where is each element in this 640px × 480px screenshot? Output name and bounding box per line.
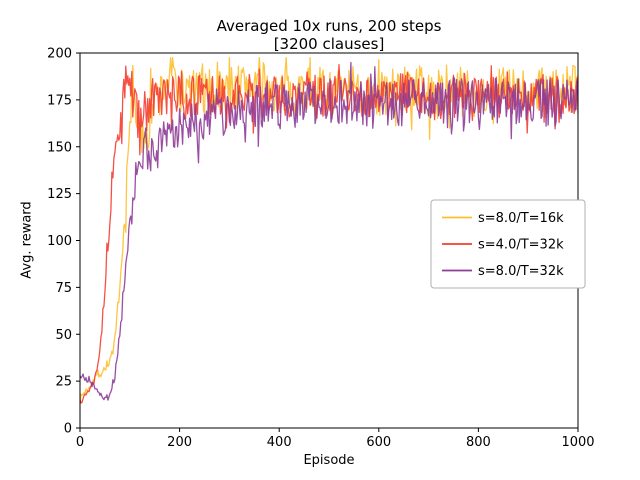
x-tick-label: 800 [466, 435, 491, 450]
y-tick-label: 75 [55, 281, 72, 296]
y-axis-label: Avg. reward [19, 201, 35, 279]
y-tick-label: 200 [47, 47, 72, 62]
x-tick-label: 600 [366, 435, 391, 450]
y-tick-label: 100 [47, 234, 72, 249]
x-tick-label: 200 [167, 435, 192, 450]
legend-box [430, 199, 586, 289]
y-tick-label: 0 [64, 422, 72, 437]
series-line-2 [80, 61, 578, 401]
x-axis-label: Episode [303, 453, 355, 468]
chart-title-line2: [3200 clauses] [273, 35, 385, 53]
y-tick-label: 175 [47, 93, 72, 108]
chart-title: Averaged 10x runs, 200 steps [3200 claus… [80, 17, 578, 53]
legend-label-0: s=8.0/T=16k [478, 211, 564, 226]
legend-label-1: s=4.0/T=32k [478, 238, 564, 253]
y-tick-label: 125 [47, 187, 72, 202]
legend-label-2: s=8.0/T=32k [478, 264, 564, 279]
legend: s=8.0/T=16k s=4.0/T=32k s=8.0/T=32k [430, 199, 586, 289]
x-tick-label: 0 [76, 435, 84, 450]
y-tick-label: 25 [55, 375, 72, 390]
y-tick-label: 50 [55, 328, 72, 343]
chart-title-line1: Averaged 10x runs, 200 steps [216, 17, 442, 35]
y-tick-label: 150 [47, 140, 72, 155]
x-tick-label: 1000 [561, 435, 594, 450]
x-tick-label: 400 [267, 435, 292, 450]
